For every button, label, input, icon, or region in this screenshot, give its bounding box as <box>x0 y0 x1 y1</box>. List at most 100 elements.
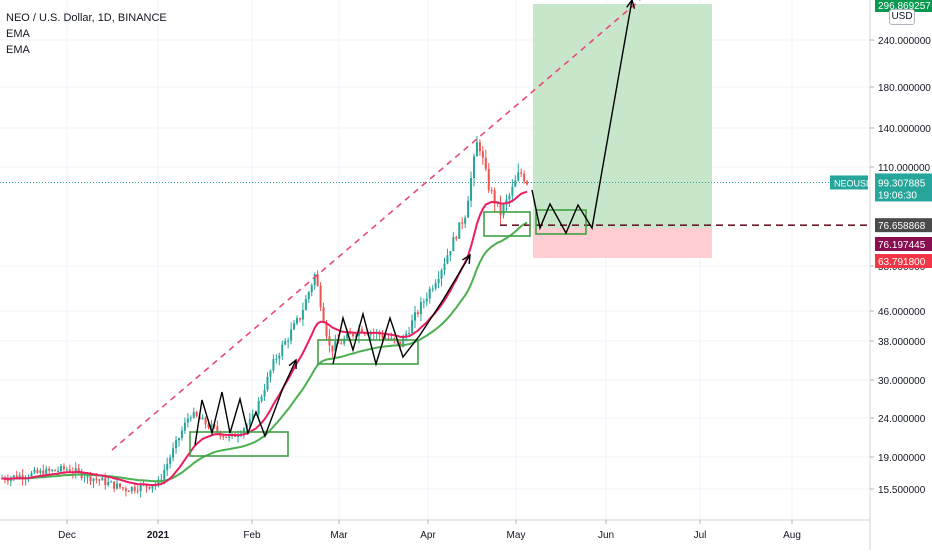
y-tick-label: 24.000000 <box>878 414 926 425</box>
candle-body <box>331 345 334 352</box>
candle-body <box>39 470 42 473</box>
ema-fast-line <box>1 190 528 486</box>
candle-body <box>428 289 431 299</box>
candle <box>239 430 242 438</box>
candle <box>470 171 473 208</box>
candle-body <box>419 302 422 315</box>
candle <box>481 145 484 165</box>
x-tick-label: May <box>507 530 526 541</box>
projection-arrow-2 <box>332 254 471 367</box>
candle-body <box>12 475 15 478</box>
candle-body <box>464 217 467 224</box>
stop-price-label-bg <box>875 254 932 268</box>
trendline-dashed <box>111 0 641 451</box>
candle-body <box>121 487 124 489</box>
candle-body <box>86 474 89 478</box>
y-tick-label: 19.000000 <box>878 453 926 464</box>
ema-price-label-bg <box>875 237 932 251</box>
candle-body <box>95 478 98 480</box>
candle-body <box>517 172 520 181</box>
candle-body <box>186 418 189 423</box>
candle <box>160 473 163 485</box>
y-tick-label: 240.000000 <box>878 36 931 47</box>
candle-body <box>499 203 502 216</box>
candle-body <box>42 470 45 476</box>
candle-body <box>301 310 304 320</box>
candle <box>523 170 526 184</box>
candle <box>422 298 425 309</box>
indicator-ema-1[interactable]: EMA <box>6 28 30 40</box>
last-price-bg <box>875 173 932 202</box>
candle-body <box>443 263 446 271</box>
candle-body <box>136 490 139 492</box>
profit-zone[interactable] <box>533 4 712 228</box>
candle <box>186 412 189 428</box>
currency-badge[interactable]: USD <box>889 9 915 25</box>
x-tick-label: Mar <box>330 530 348 541</box>
ema-price-label: 76.197445 <box>875 237 932 251</box>
candle <box>77 463 80 475</box>
candle <box>443 257 446 276</box>
candle-body <box>104 477 107 486</box>
candle-body <box>470 177 473 201</box>
candle <box>92 478 95 488</box>
candle <box>33 466 36 475</box>
candle-body <box>425 298 428 302</box>
candle <box>414 306 416 328</box>
candle-body <box>222 436 225 438</box>
candle <box>301 302 304 327</box>
candle <box>9 475 12 487</box>
candle-body <box>192 411 195 418</box>
candle-body <box>210 423 213 428</box>
candle-body <box>183 422 186 431</box>
candle <box>269 369 272 383</box>
symbol-title[interactable]: NEO / U.S. Dollar, 1D, BINANCE <box>6 12 167 24</box>
candle-body <box>381 334 384 339</box>
candle <box>136 485 139 495</box>
candle <box>248 412 251 428</box>
candle-body <box>107 481 110 486</box>
candle <box>116 478 119 490</box>
candle <box>352 332 355 339</box>
candle <box>520 168 523 178</box>
projection-arrow-1-head <box>288 358 297 370</box>
candle-body <box>207 424 210 428</box>
indicator-ema-2[interactable]: EMA <box>6 44 30 56</box>
candle-body <box>511 186 514 196</box>
candle-body <box>166 463 169 471</box>
y-tick-label: 180.000000 <box>878 83 931 94</box>
candle <box>119 483 121 490</box>
candle <box>425 292 428 307</box>
candle <box>287 337 290 349</box>
candle <box>65 466 68 472</box>
candle <box>293 319 296 331</box>
candle-body <box>343 338 346 344</box>
candle-body <box>83 477 86 479</box>
candle-body <box>116 483 119 489</box>
candle-body <box>414 312 416 321</box>
candle-body <box>526 181 529 185</box>
candle-body <box>402 337 405 348</box>
candle-body <box>48 468 51 471</box>
candle <box>473 153 475 187</box>
candle <box>107 476 110 487</box>
candle-body <box>89 474 92 482</box>
candle-body <box>189 417 192 419</box>
entry-price-label-bg <box>875 218 932 233</box>
candle-body <box>269 370 272 377</box>
candle <box>127 490 130 493</box>
x-tick-label: Jun <box>598 530 614 541</box>
candle <box>464 215 467 229</box>
candle <box>493 187 496 213</box>
candle <box>195 410 198 418</box>
candle <box>310 283 313 297</box>
candle-body <box>68 469 71 473</box>
candle-body <box>334 341 337 352</box>
candle-body <box>475 142 478 157</box>
candle <box>496 203 499 207</box>
loss-zone[interactable] <box>533 228 712 258</box>
candle <box>278 352 281 366</box>
symbol-tag-bg <box>830 175 868 190</box>
